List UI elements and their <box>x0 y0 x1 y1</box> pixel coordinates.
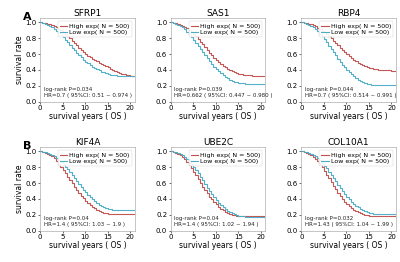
Text: A: A <box>23 12 32 22</box>
Title: RBP4: RBP4 <box>337 9 360 18</box>
X-axis label: survival years ( OS ): survival years ( OS ) <box>179 112 257 121</box>
Legend: High exp( N = 500), Low exp( N = 500): High exp( N = 500), Low exp( N = 500) <box>189 21 262 37</box>
Title: COL10A1: COL10A1 <box>328 138 370 146</box>
Legend: High exp( N = 500), Low exp( N = 500): High exp( N = 500), Low exp( N = 500) <box>319 21 393 37</box>
Text: B: B <box>23 141 31 151</box>
Text: log-rank P=0.04
HR=1.4 ( 95%CI: 1.02 ~ 1.94 ): log-rank P=0.04 HR=1.4 ( 95%CI: 1.02 ~ 1… <box>174 216 259 227</box>
Legend: High exp( N = 500), Low exp( N = 500): High exp( N = 500), Low exp( N = 500) <box>319 150 393 166</box>
Title: SFRP1: SFRP1 <box>73 9 102 18</box>
Y-axis label: survival rate: survival rate <box>15 36 24 84</box>
Title: KIF4A: KIF4A <box>75 138 100 146</box>
X-axis label: survival years ( OS ): survival years ( OS ) <box>48 112 126 121</box>
Legend: High exp( N = 500), Low exp( N = 500): High exp( N = 500), Low exp( N = 500) <box>58 21 132 37</box>
Text: log-rank P=0.039
HR=0.662 ( 95%CI: 0.447 ~ 0.980 ): log-rank P=0.039 HR=0.662 ( 95%CI: 0.447… <box>174 87 273 98</box>
X-axis label: survival years ( OS ): survival years ( OS ) <box>310 112 388 121</box>
Y-axis label: survival rate: survival rate <box>15 165 24 213</box>
Legend: High exp( N = 500), Low exp( N = 500): High exp( N = 500), Low exp( N = 500) <box>189 150 262 166</box>
X-axis label: survival years ( OS ): survival years ( OS ) <box>48 241 126 250</box>
Text: log-rank P=0.04
HR=1.4 ( 95%CI: 1.03 ~ 1.9 ): log-rank P=0.04 HR=1.4 ( 95%CI: 1.03 ~ 1… <box>44 216 125 227</box>
Text: log-rank P=0.032
HR=1.43 ( 95%CI: 1.04 ~ 1.99 ): log-rank P=0.032 HR=1.43 ( 95%CI: 1.04 ~… <box>305 216 393 227</box>
Legend: High exp( N = 500), Low exp( N = 500): High exp( N = 500), Low exp( N = 500) <box>58 150 132 166</box>
Text: log-rank P=0.044
HR=0.7 ( 95%CI: 0.514 ~ 0.991 ): log-rank P=0.044 HR=0.7 ( 95%CI: 0.514 ~… <box>305 87 397 98</box>
X-axis label: survival years ( OS ): survival years ( OS ) <box>310 241 388 250</box>
Title: UBE2C: UBE2C <box>203 138 233 146</box>
X-axis label: survival years ( OS ): survival years ( OS ) <box>179 241 257 250</box>
Title: SAS1: SAS1 <box>206 9 230 18</box>
Text: log-rank P=0.034
HR=0.7 ( 95%CI: 0.51 ~ 0.974 ): log-rank P=0.034 HR=0.7 ( 95%CI: 0.51 ~ … <box>44 87 132 98</box>
